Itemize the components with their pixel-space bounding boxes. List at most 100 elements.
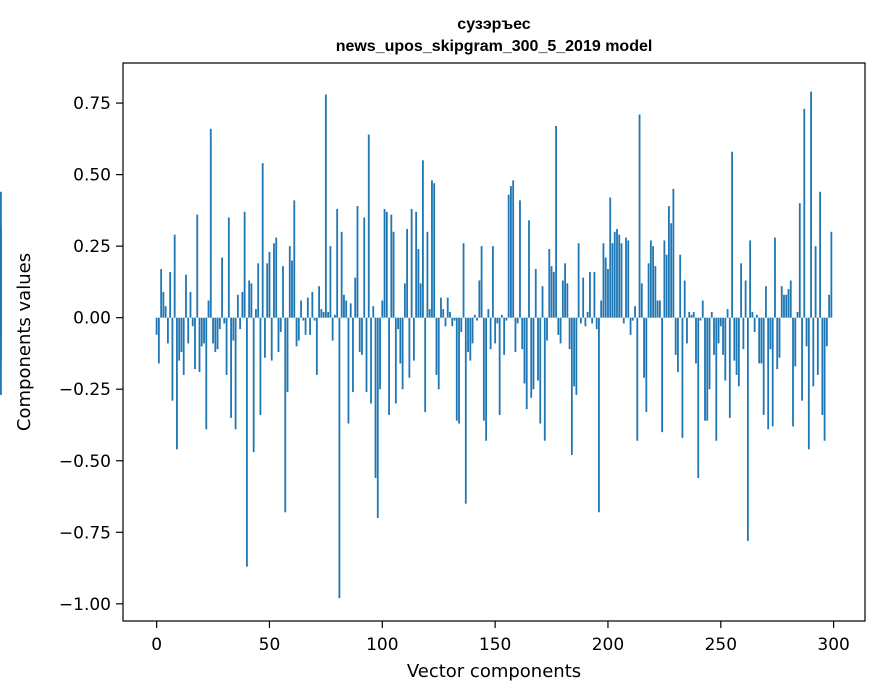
bar-154: [503, 317, 506, 355]
bar-24: [209, 128, 212, 318]
bar-246: [710, 311, 713, 318]
bar-92: [363, 217, 366, 318]
bar-149: [491, 246, 494, 318]
bar-55: [279, 317, 282, 332]
chart-title: сузэръес: [457, 16, 531, 33]
bar-122: [431, 180, 433, 318]
bar-275: [776, 317, 779, 370]
bar-296: [823, 317, 826, 441]
y-tick-label: −0.50: [59, 452, 111, 472]
bar-258: [737, 317, 740, 387]
bar-107: [397, 317, 399, 330]
bar-185: [573, 317, 576, 387]
bar-195: [595, 317, 598, 330]
bar-131: [451, 317, 454, 327]
bar-29: [221, 257, 223, 318]
bar-115: [415, 211, 418, 318]
bar-237: [690, 314, 693, 318]
bar-256: [733, 317, 736, 361]
bar-20: [200, 317, 203, 347]
bar-287: [803, 108, 806, 318]
bar-224: [661, 317, 664, 433]
bar-179: [559, 317, 562, 344]
bar-177: [555, 125, 557, 318]
bars-group: [0, 91, 833, 599]
bar-245: [708, 317, 711, 390]
bar-14: [187, 317, 190, 344]
bar-263: [749, 240, 752, 318]
bar-101: [383, 208, 386, 318]
bar-273: [771, 317, 774, 427]
bar-163: [523, 317, 526, 384]
bar-182: [566, 283, 569, 318]
bar-203: [613, 231, 616, 318]
bar-169: [537, 317, 539, 381]
y-tick-label: 0.75: [73, 94, 111, 114]
bar-49: [266, 263, 269, 318]
bar-141: [473, 314, 476, 318]
bar-129: [446, 297, 449, 318]
bar-271: [767, 317, 770, 430]
bar-244: [706, 317, 709, 421]
bar-219: [649, 240, 652, 318]
bar-111: [406, 228, 409, 318]
bar-117: [419, 283, 422, 318]
bar-15: [189, 291, 192, 318]
bar-199: [604, 257, 607, 318]
bar-28: [218, 317, 221, 330]
bar-103: [388, 317, 390, 415]
bar-67: [306, 297, 309, 318]
bar-42: [250, 283, 253, 318]
bar-undefined: [0, 317, 2, 338]
bar-147: [487, 309, 490, 318]
bar-98: [376, 317, 379, 518]
bar-280: [787, 289, 790, 318]
bar-52: [273, 243, 275, 318]
bar-161: [519, 200, 521, 318]
bar-110: [403, 283, 406, 318]
bar-83: [343, 294, 345, 318]
bar-undefined: [0, 317, 2, 361]
bar-248: [715, 317, 718, 441]
bar-80: [336, 208, 339, 318]
bar-6: [169, 271, 172, 318]
bar-138: [467, 317, 469, 353]
x-tick-label: 150: [479, 635, 511, 655]
bar-4: [164, 306, 167, 318]
y-axis-label: Components values: [14, 253, 35, 431]
bar-5: [167, 317, 169, 344]
bar-2: [160, 269, 163, 318]
bar-126: [440, 297, 442, 318]
bar-108: [399, 317, 402, 364]
bar-1: [157, 317, 160, 364]
bar-200: [607, 269, 609, 318]
bar-95: [370, 317, 372, 404]
bar-86: [349, 303, 352, 318]
bar-175: [550, 266, 553, 318]
bar-294: [819, 191, 821, 318]
x-tick-label: 0: [151, 635, 162, 655]
bar-209: [627, 240, 630, 318]
bar-71: [315, 317, 318, 375]
bar-293: [816, 317, 819, 375]
bar-292: [814, 246, 817, 318]
bar-226: [665, 254, 668, 318]
bar-43: [252, 317, 255, 453]
y-tick-label: 0.25: [73, 237, 111, 257]
bar-53: [275, 237, 278, 318]
bar-25: [212, 317, 214, 344]
bar-156: [507, 194, 510, 318]
bar-221: [654, 266, 657, 318]
bar-165: [528, 220, 530, 318]
bar-243: [704, 317, 706, 421]
bar-72: [318, 286, 321, 318]
bar-197: [600, 300, 603, 318]
bar-217: [645, 317, 648, 413]
bar-167: [532, 317, 535, 390]
bar-125: [437, 317, 440, 390]
bar-158: [512, 180, 515, 318]
bar-153: [501, 314, 503, 318]
bar-208: [625, 237, 627, 318]
y-tick-label: −0.75: [59, 523, 111, 543]
bar-62: [295, 317, 298, 347]
